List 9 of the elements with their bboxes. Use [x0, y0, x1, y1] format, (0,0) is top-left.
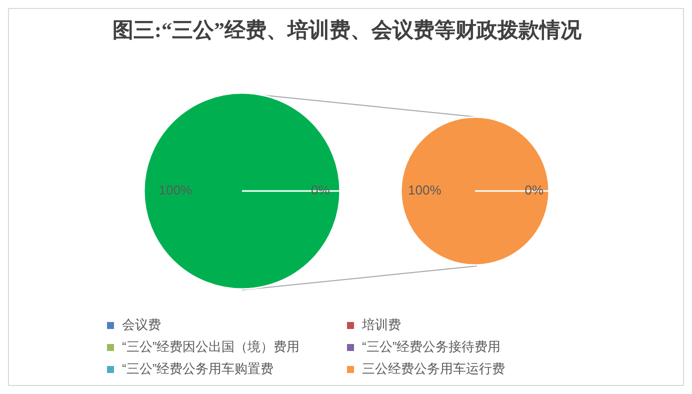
data-label: 100%: [158, 182, 192, 198]
legend-label: 三公经费公务用车运行费: [362, 360, 505, 378]
data-label: 100%: [408, 182, 442, 198]
chart-title: 图三:“三公”经费、培训费、会议费等财政拨款情况: [112, 17, 582, 44]
legend-label: 会议费: [122, 316, 161, 334]
legend-label: “三公”经费公务接待费用: [362, 338, 501, 356]
legend-label: 培训费: [362, 316, 401, 334]
legend-label: “三公”经费因公出国（境）费用: [122, 338, 300, 356]
legend-label: “三公”经费公务用车购置费: [122, 360, 274, 378]
